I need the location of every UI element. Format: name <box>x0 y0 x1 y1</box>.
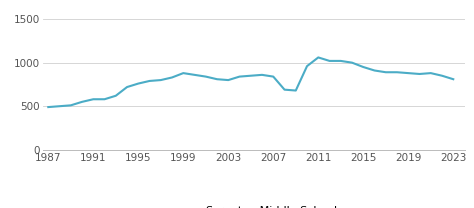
Scranton Middle School <box>372 69 377 72</box>
Scranton Middle School <box>169 76 175 79</box>
Scranton Middle School <box>439 74 445 77</box>
Scranton Middle School <box>327 60 332 62</box>
Scranton Middle School <box>214 78 220 80</box>
Scranton Middle School <box>417 73 422 75</box>
Scranton Middle School <box>248 74 254 77</box>
Scranton Middle School <box>394 71 400 73</box>
Scranton Middle School <box>293 89 299 92</box>
Scranton Middle School <box>315 56 321 59</box>
Scranton Middle School <box>191 74 197 76</box>
Line: Scranton Middle School: Scranton Middle School <box>48 57 453 107</box>
Scranton Middle School <box>450 78 456 80</box>
Scranton Middle School <box>338 60 344 62</box>
Scranton Middle School <box>383 71 389 73</box>
Scranton Middle School <box>203 75 209 78</box>
Scranton Middle School <box>124 86 130 88</box>
Legend: Scranton Middle School: Scranton Middle School <box>165 202 342 208</box>
Scranton Middle School <box>304 65 310 67</box>
Scranton Middle School <box>259 74 265 76</box>
Scranton Middle School <box>282 88 287 91</box>
Scranton Middle School <box>360 66 366 68</box>
Scranton Middle School <box>146 80 152 82</box>
Scranton Middle School <box>136 82 141 85</box>
Scranton Middle School <box>271 75 276 78</box>
Scranton Middle School <box>181 72 186 74</box>
Scranton Middle School <box>405 72 411 74</box>
Scranton Middle School <box>237 75 242 78</box>
Scranton Middle School <box>79 101 85 103</box>
Scranton Middle School <box>102 98 108 100</box>
Scranton Middle School <box>226 79 231 81</box>
Scranton Middle School <box>68 104 73 106</box>
Scranton Middle School <box>428 72 434 74</box>
Scranton Middle School <box>46 106 51 108</box>
Scranton Middle School <box>57 105 63 108</box>
Scranton Middle School <box>349 61 355 64</box>
Scranton Middle School <box>158 79 164 81</box>
Scranton Middle School <box>91 98 96 100</box>
Scranton Middle School <box>113 94 118 97</box>
